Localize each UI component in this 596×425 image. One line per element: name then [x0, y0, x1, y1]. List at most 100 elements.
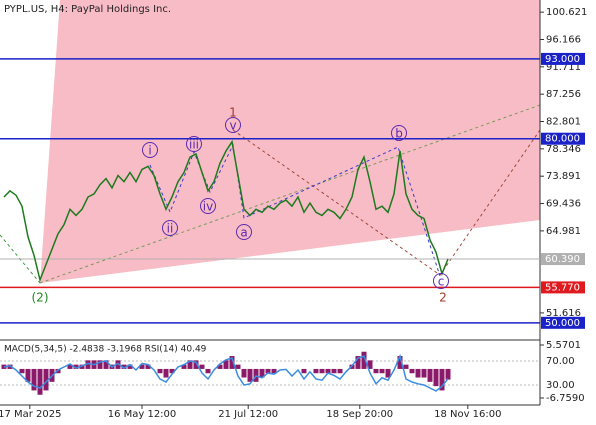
x-tick-label: 18 Sep 20:00	[326, 409, 393, 420]
macd-bar	[169, 368, 175, 374]
macd-bar	[157, 368, 163, 374]
macd-bar	[373, 368, 379, 374]
macd-bar	[241, 368, 247, 378]
macd-bar	[301, 368, 307, 374]
macd-bar	[319, 368, 325, 374]
y-tick-label: 69.436	[546, 199, 581, 210]
macd-bar	[271, 368, 277, 374]
wave-circle	[433, 273, 449, 289]
macd-bar	[193, 360, 199, 369]
wave-circle	[186, 136, 202, 152]
x-tick-label: 16 May 12:00	[108, 409, 177, 420]
macd-bar	[445, 368, 451, 380]
wave-circle	[142, 142, 158, 158]
macd-bar	[205, 368, 211, 374]
wave-label: (2)	[32, 291, 49, 305]
wave-label: c	[438, 275, 445, 289]
level-box	[541, 316, 585, 329]
price-line	[3, 139, 449, 283]
wave-label: b	[395, 127, 403, 141]
wave-circle	[236, 224, 252, 240]
y-tick-label: 51.616	[546, 308, 581, 319]
macd-bar	[163, 368, 169, 378]
wave-circle	[200, 198, 216, 214]
wave-path	[149, 143, 441, 277]
y-tick-label: 91.711	[546, 62, 581, 73]
macd-bar	[229, 356, 235, 369]
level-label: 60.390	[545, 254, 580, 265]
rsi-tick-label: 70.00	[546, 356, 575, 367]
macd-bar	[259, 368, 265, 378]
macd-bar	[223, 360, 229, 369]
macd-bar	[121, 364, 127, 369]
level-label: 93.000	[545, 54, 580, 65]
macd-bar	[187, 360, 193, 369]
macd-bar	[145, 364, 151, 369]
macd-bar	[55, 368, 61, 374]
macd-bar	[67, 364, 73, 369]
level-box	[541, 132, 585, 145]
macd-bar	[79, 364, 85, 369]
macd-bar	[403, 364, 409, 369]
macd-bar	[43, 368, 49, 391]
y-tick-label: 87.256	[546, 89, 581, 100]
macd-bar	[409, 368, 415, 374]
macd-bar	[427, 368, 433, 382]
macd-bar	[97, 360, 103, 369]
y-tick-label: 64.981	[546, 226, 581, 237]
chart-title: PYPL.US, H4: PayPal Holdings Inc.	[4, 4, 171, 15]
macd-bar	[181, 364, 187, 369]
y-tick-label: 100.621	[546, 7, 587, 18]
indicator-title: MACD(5,34,5) -2.4838 -3.1968 RSI(14) 40.…	[4, 345, 207, 355]
macd-bar	[397, 356, 403, 369]
macd-bar	[265, 368, 271, 374]
x-tick-label: 18 Nov 16:00	[434, 409, 501, 420]
macd-bar	[355, 356, 361, 369]
wave-circle	[391, 125, 407, 141]
macd-bar	[415, 368, 421, 378]
rsi-line	[3, 353, 449, 392]
macd-bar	[103, 360, 109, 369]
macd-bar	[127, 364, 133, 369]
wave-circle	[162, 220, 178, 236]
macd-bar	[85, 360, 91, 369]
macd-bar	[199, 364, 205, 369]
trend-line	[39, 104, 541, 284]
x-tick-label: 21 Jul 12:00	[218, 409, 278, 420]
level-label: 50.000	[545, 318, 580, 329]
macd-bar	[331, 368, 337, 374]
level-label: 55.770	[545, 282, 580, 293]
macd-bar	[379, 368, 385, 374]
macd-bar	[217, 364, 223, 369]
macd-bar	[115, 360, 121, 369]
macd-bar	[367, 360, 373, 369]
wave-label: iii	[189, 138, 199, 152]
macd-bar	[325, 368, 331, 374]
wave-label: v	[229, 119, 236, 133]
macd-bar	[361, 351, 367, 369]
wave-circle	[225, 117, 241, 133]
y-tick-label: 78.346	[546, 144, 581, 155]
macd-bar	[439, 368, 445, 391]
y-tick-label: 96.166	[546, 34, 581, 45]
level-box	[541, 281, 585, 294]
macd-bar	[7, 364, 13, 369]
wave-label: ii	[167, 222, 174, 236]
macd-bar	[385, 368, 391, 378]
y-tick-label: 82.801	[546, 117, 581, 128]
x-tick-label: 17 Mar 2025	[0, 409, 62, 420]
rsi-tick-label: 30.00	[546, 380, 575, 391]
level-box	[541, 52, 585, 65]
wave-label: 1	[229, 106, 237, 120]
wave-label: a	[240, 226, 247, 240]
macd-bar	[73, 364, 79, 369]
macd-bar	[139, 364, 145, 369]
macd-bar	[31, 368, 37, 391]
wave-label: 2	[439, 291, 447, 305]
macd-bar	[433, 368, 439, 387]
macd-bar	[235, 364, 241, 369]
wave-label: i	[148, 144, 151, 158]
level-label: 80.000	[545, 134, 580, 145]
macd-tick-label: -6.7590	[546, 393, 585, 404]
